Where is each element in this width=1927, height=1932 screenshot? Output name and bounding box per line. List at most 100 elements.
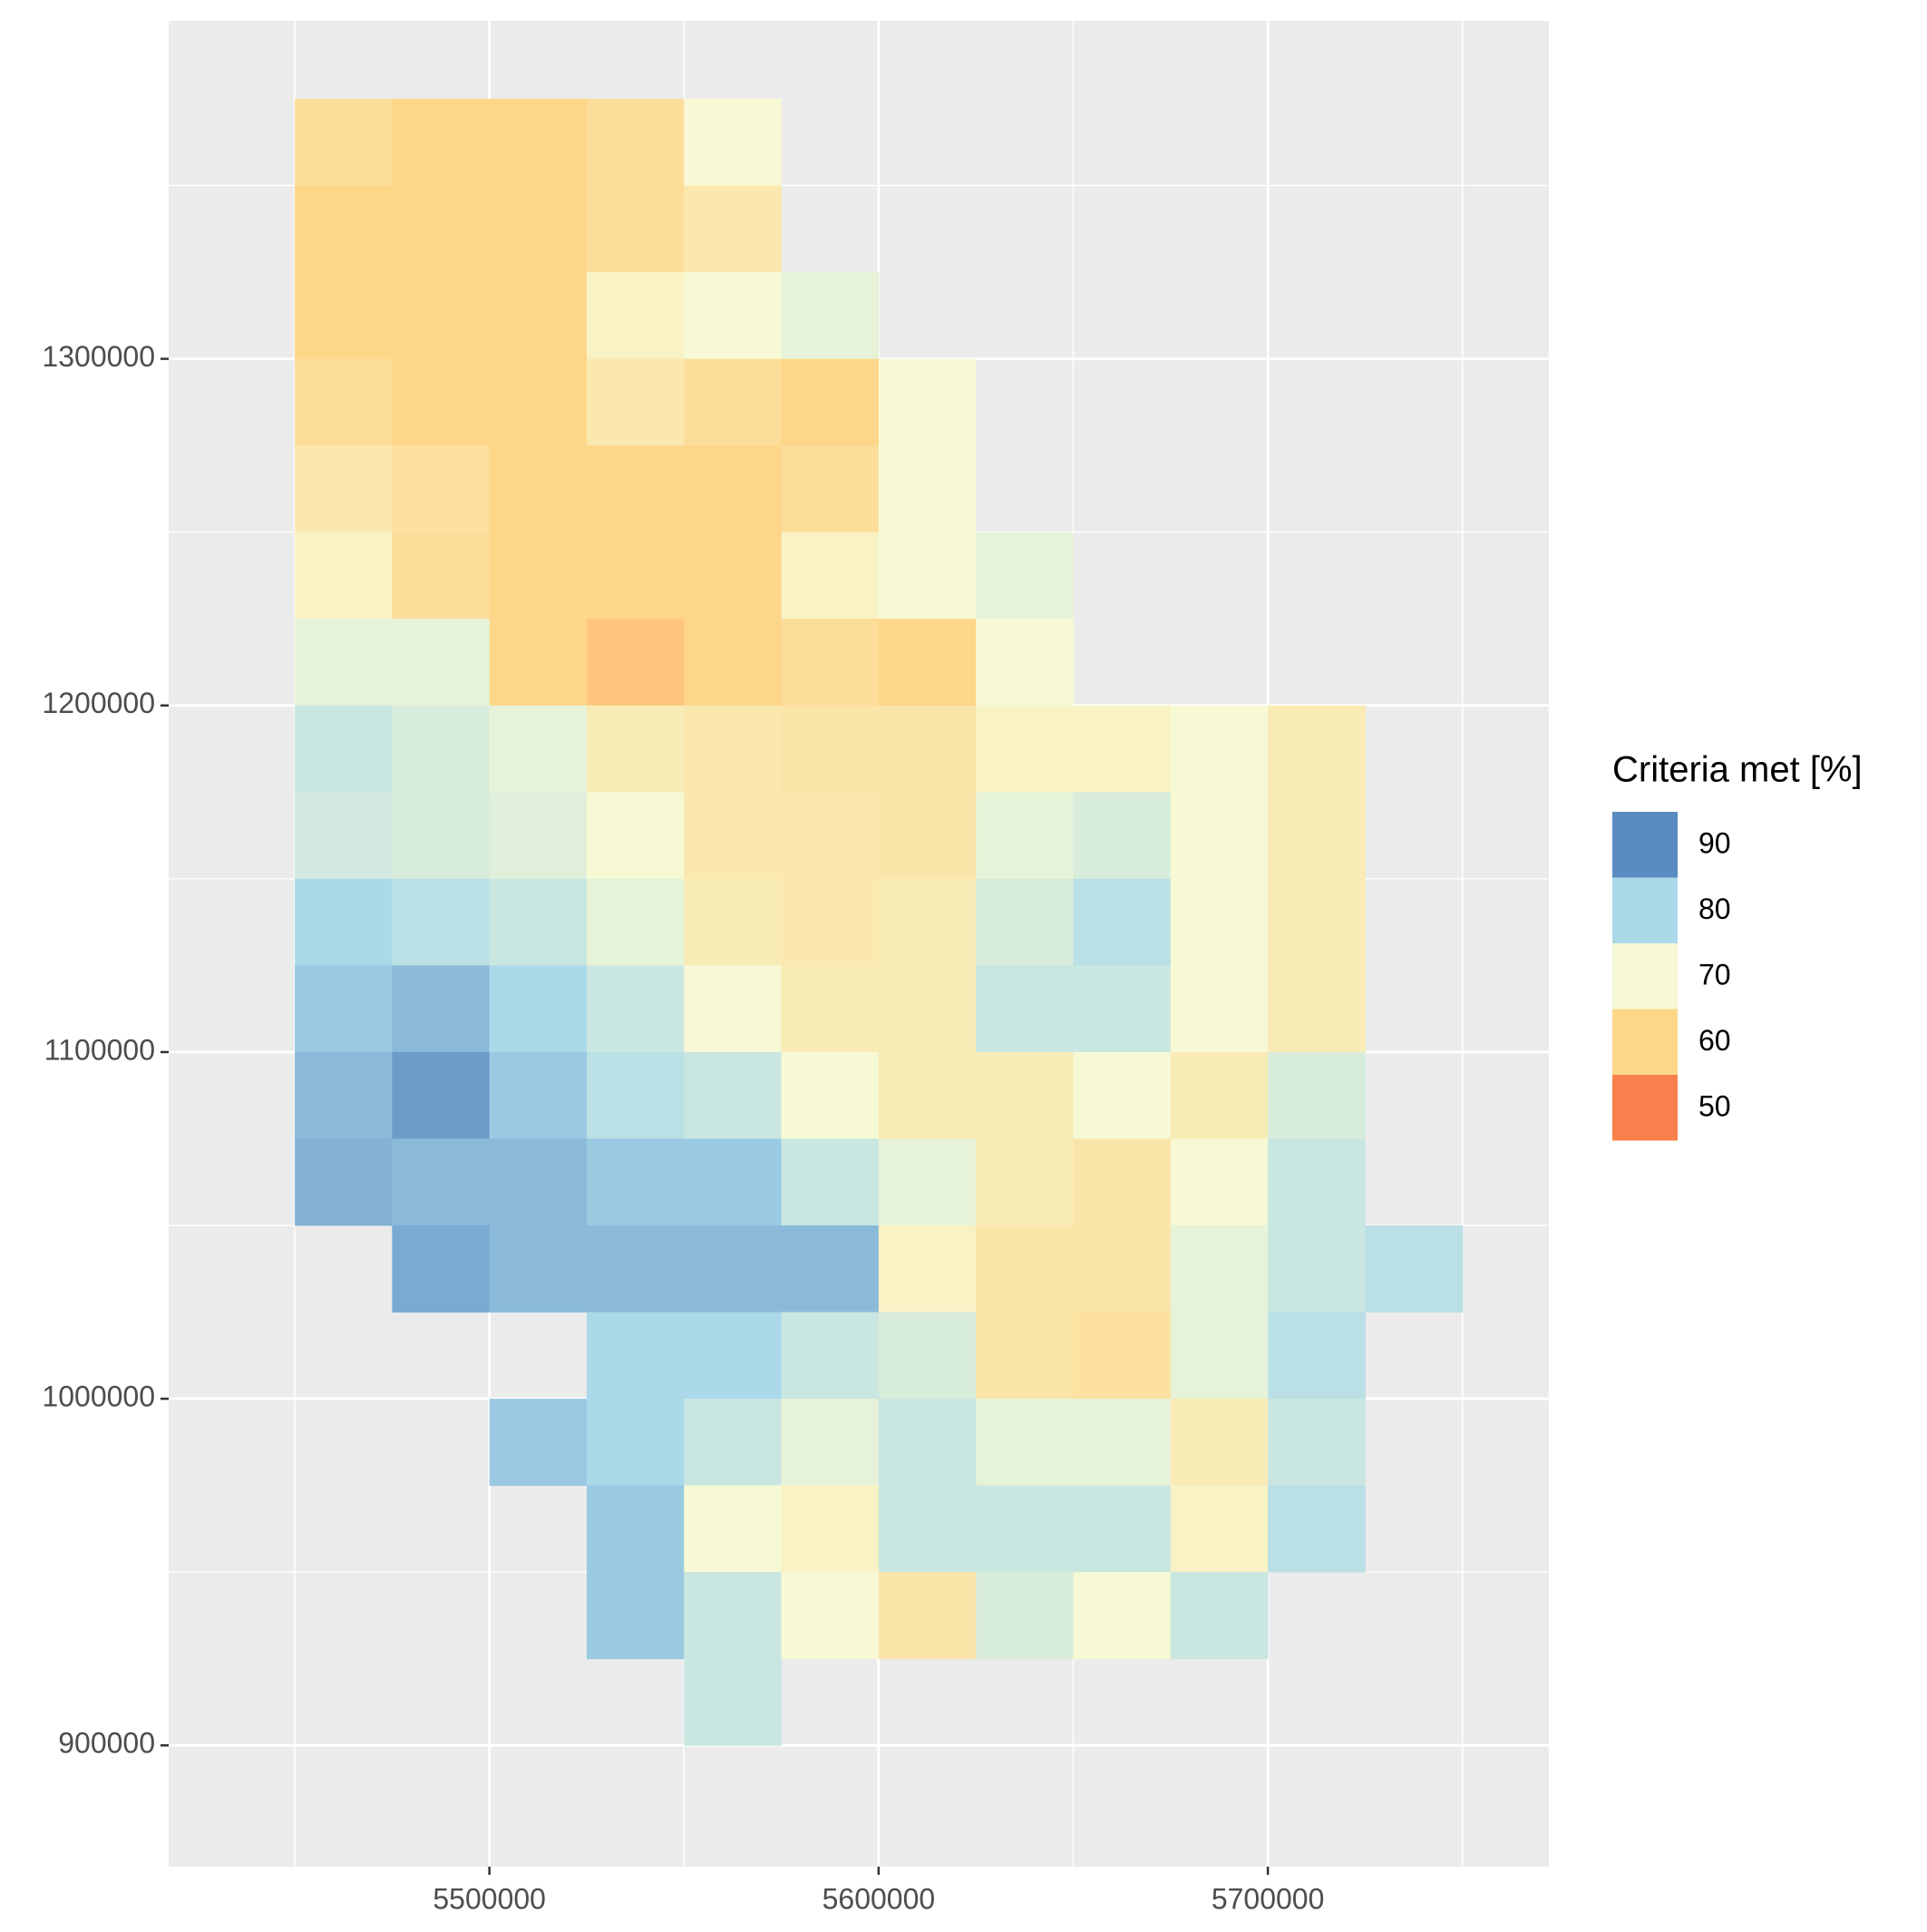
raster-cell (1170, 1485, 1269, 1573)
raster-cell (684, 1312, 783, 1400)
raster-cell (489, 532, 588, 620)
raster-cell (1073, 1051, 1172, 1139)
raster-cell (586, 185, 685, 273)
y-tick-label: 1000000 (42, 1381, 155, 1413)
raster-cell (586, 358, 685, 446)
raster-cell (586, 705, 685, 793)
raster-cell (295, 532, 393, 620)
raster-cell (878, 532, 977, 620)
raster-cell (586, 532, 685, 620)
raster-cell (1268, 878, 1366, 966)
raster-cell (586, 878, 685, 966)
raster-cell (295, 705, 393, 793)
raster-cell (684, 1138, 783, 1226)
raster-cell (295, 619, 393, 707)
raster-cell (878, 445, 977, 533)
raster-cell (976, 1225, 1074, 1313)
raster-cell (878, 1225, 977, 1313)
raster-cell (295, 185, 393, 273)
raster-cell (878, 878, 977, 966)
raster-cell (976, 705, 1074, 793)
raster-cell (1170, 1312, 1269, 1400)
legend-title: Criteria met [%] (1612, 750, 1863, 790)
raster-cell (878, 965, 977, 1053)
raster-cell (1268, 1485, 1366, 1573)
raster-cell (1268, 965, 1366, 1053)
raster-cell (392, 98, 491, 187)
raster-cell (489, 358, 588, 446)
legend-label: 70 (1698, 958, 1731, 990)
raster-cell (878, 1051, 977, 1139)
raster-cell (781, 878, 880, 966)
legend-label: 60 (1698, 1024, 1731, 1057)
raster-cell (295, 98, 393, 187)
raster-cell (781, 965, 880, 1053)
raster-cell (781, 1138, 880, 1226)
raster-cell (1268, 1399, 1366, 1487)
raster-cell (781, 272, 880, 360)
raster-cell (684, 445, 783, 533)
raster-cell (1365, 1225, 1464, 1313)
raster-cell (976, 1399, 1074, 1487)
raster-cell (489, 98, 588, 187)
raster-cell (489, 272, 588, 360)
raster-cell (1073, 965, 1172, 1053)
raster-cell (1073, 1138, 1172, 1226)
raster-cell (781, 705, 880, 793)
raster-cell (1170, 705, 1269, 793)
raster-cell (489, 445, 588, 533)
legend-key (1612, 1009, 1678, 1075)
raster-cell (684, 1485, 783, 1573)
raster-cell (1170, 878, 1269, 966)
raster-cell (976, 878, 1074, 966)
raster-cell (586, 1399, 685, 1487)
raster-cell (684, 98, 783, 187)
raster-cell (976, 1485, 1074, 1573)
raster-cell (684, 1572, 783, 1660)
raster-cell (976, 1312, 1074, 1400)
raster-cell (295, 358, 393, 446)
raster-cell (781, 1572, 880, 1660)
x-tick-label: 5700000 (1212, 1882, 1325, 1915)
raster-cell (392, 358, 491, 446)
raster-cell (1073, 878, 1172, 966)
raster-cell (392, 705, 491, 793)
raster-cell (976, 1572, 1074, 1660)
raster-cell (684, 358, 783, 446)
raster-cell (1073, 1572, 1172, 1660)
raster-cell (392, 532, 491, 620)
raster-cell (489, 705, 588, 793)
raster-cell (1170, 965, 1269, 1053)
raster-cell (586, 1225, 685, 1313)
raster-cell (878, 1312, 977, 1400)
raster-cell (684, 878, 783, 966)
raster-cell (489, 185, 588, 273)
x-tick-label: 5500000 (433, 1882, 546, 1915)
raster-cell (586, 965, 685, 1053)
raster-cell (781, 1485, 880, 1573)
raster-cell (1170, 792, 1269, 880)
raster-cell (878, 1399, 977, 1487)
raster-cell (976, 532, 1074, 620)
raster-cell (1268, 705, 1366, 793)
raster-cell (878, 619, 977, 707)
raster-cell (878, 358, 977, 446)
raster-cell (781, 445, 880, 533)
raster-cell (684, 1399, 783, 1487)
raster-cell (392, 445, 491, 533)
raster-cell (684, 185, 783, 273)
raster-cell (586, 1312, 685, 1400)
raster-cell (1170, 1138, 1269, 1226)
raster-cell (392, 185, 491, 273)
raster-cell (586, 1138, 685, 1226)
legend-key (1612, 877, 1678, 943)
raster-cell (295, 878, 393, 966)
y-tick-label: 900000 (58, 1727, 155, 1760)
raster-cell (489, 878, 588, 966)
raster-cell (295, 1051, 393, 1139)
raster-cell (392, 878, 491, 966)
raster-cell (878, 1572, 977, 1660)
y-tick-label: 1200000 (42, 687, 155, 719)
legend-key (1612, 1075, 1678, 1141)
